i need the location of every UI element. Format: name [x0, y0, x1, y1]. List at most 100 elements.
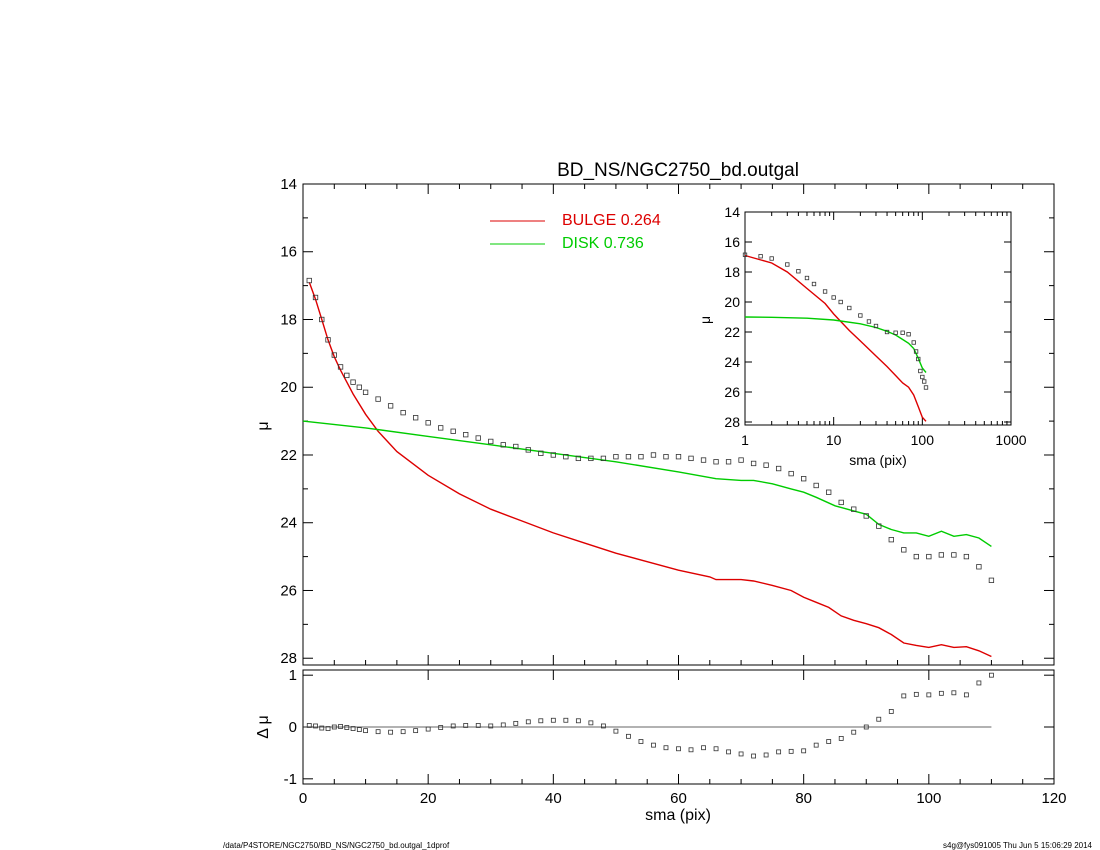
data-point	[951, 690, 957, 696]
data-point	[350, 726, 356, 731]
y-tick-label: 16	[280, 244, 297, 261]
main-ticks: 14 16 18 20 22 24 26 28	[280, 176, 1055, 667]
data-point	[847, 305, 852, 311]
inset-series	[742, 252, 929, 422]
data-point	[588, 455, 594, 462]
data-point	[625, 454, 632, 460]
data-point	[776, 749, 782, 755]
data-point	[550, 452, 556, 458]
data-point	[769, 256, 774, 261]
inset-panel: 14 16 18 20 22 24 26 281 10 100 1000 μ sma (pix)	[697, 204, 1027, 468]
data-point	[638, 454, 644, 460]
data-point	[475, 723, 481, 728]
data-point	[362, 389, 369, 395]
data-point	[438, 725, 444, 730]
data-point	[488, 438, 494, 445]
res-y-tick-label: -1	[284, 771, 297, 788]
data-point	[826, 739, 832, 744]
data-point	[425, 726, 431, 732]
x-tick-label: 80	[795, 790, 812, 807]
inset-frame	[744, 211, 1012, 426]
data-point	[413, 728, 419, 734]
residual-ticks: 10-10 20 40 60 80 100 120	[284, 667, 1067, 807]
data-point	[525, 719, 531, 725]
data-point	[918, 368, 923, 374]
residual-y-axis-label: Δ μ	[255, 715, 272, 738]
data-point	[312, 294, 319, 301]
data-point	[851, 729, 857, 735]
data-point	[350, 379, 356, 385]
data-point	[801, 476, 807, 482]
data-point	[906, 332, 911, 337]
data-point	[613, 454, 619, 460]
data-point	[412, 415, 419, 421]
data-point	[538, 718, 544, 724]
data-point	[338, 724, 343, 729]
data-point	[450, 723, 456, 729]
data-point	[788, 748, 794, 754]
data-point	[813, 482, 819, 489]
x-tick-label: 60	[670, 790, 687, 807]
data-point	[920, 374, 925, 380]
data-point	[400, 729, 406, 735]
res-y-tick-label: 1	[289, 667, 297, 684]
y-tick-label: 28	[280, 650, 297, 667]
inset-ticks: 14 16 18 20 22 24 26 281 10 100 1000	[724, 204, 1026, 448]
series-line-bulge	[744, 254, 927, 422]
data-point	[613, 728, 619, 734]
data-point	[387, 403, 394, 409]
data-point	[513, 720, 519, 726]
data-point	[801, 748, 807, 754]
data-point	[356, 727, 362, 732]
data-point	[742, 252, 748, 257]
x-tick-label: 40	[545, 790, 562, 807]
data-point	[951, 552, 957, 558]
data-point	[785, 262, 790, 267]
x-tick-label: 120	[1041, 790, 1066, 807]
data-point	[306, 277, 312, 284]
data-point	[488, 723, 494, 729]
data-point	[831, 295, 836, 300]
inset-y-tick-label: 18	[724, 264, 740, 280]
data-point	[851, 506, 857, 512]
data-point	[926, 692, 932, 698]
data-point	[888, 709, 894, 714]
data-point	[901, 547, 907, 553]
data-point	[873, 323, 879, 329]
data-point	[356, 384, 362, 390]
data-point	[463, 432, 469, 438]
data-point	[563, 454, 569, 460]
data-point	[650, 452, 657, 458]
data-point	[884, 329, 890, 335]
data-point	[866, 319, 872, 324]
data-point	[726, 749, 731, 755]
data-point	[550, 717, 556, 723]
data-point	[758, 254, 763, 259]
data-point	[963, 553, 970, 560]
data-point	[500, 442, 506, 448]
data-point	[838, 499, 844, 506]
data-point	[901, 693, 907, 699]
data-point	[525, 447, 531, 453]
data-point	[319, 725, 325, 731]
data-point	[676, 746, 681, 752]
data-point	[725, 459, 732, 465]
data-point	[900, 330, 905, 335]
data-point	[863, 724, 869, 730]
inset-x-tick-label: 1000	[995, 432, 1026, 448]
data-point	[838, 736, 844, 741]
data-point	[331, 352, 337, 358]
data-point	[763, 462, 769, 468]
data-point	[893, 330, 898, 335]
inset-y-tick-label: 20	[724, 294, 740, 310]
y-tick-label: 14	[280, 176, 297, 193]
legend-bulge-label: BULGE 0.264	[562, 212, 661, 229]
data-point	[344, 372, 350, 379]
data-point	[675, 454, 682, 460]
inset-x-tick-label: 100	[911, 432, 935, 448]
series-line-disk	[744, 316, 927, 373]
data-point	[375, 729, 381, 735]
data-point	[863, 513, 869, 519]
y-tick-label: 26	[280, 582, 297, 599]
data-point	[325, 337, 331, 343]
